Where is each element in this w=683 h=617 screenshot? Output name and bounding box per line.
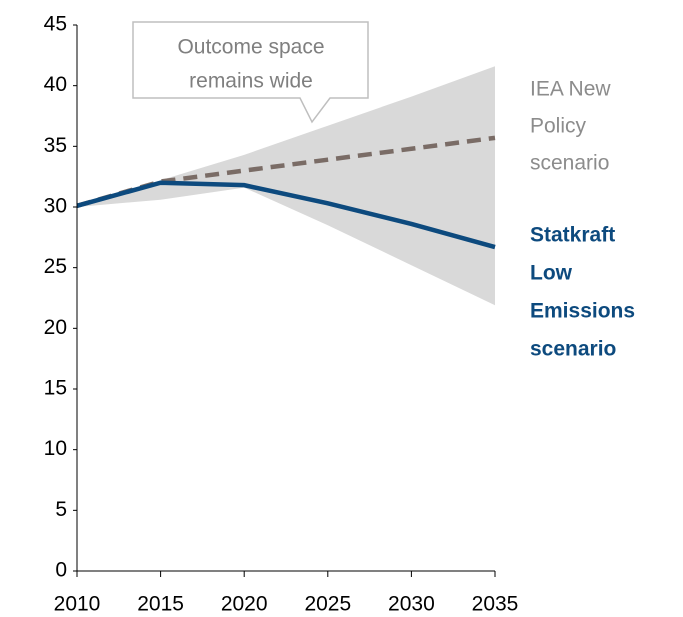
series-label: Statkraft [530,224,615,247]
range-band [77,66,495,306]
annotation-line: remains wide [189,70,313,93]
y-tick-label: 0 [55,559,67,582]
annotation-line: Outcome space [177,36,324,59]
series-label: Low [530,262,573,285]
y-tick-label: 35 [44,134,67,157]
y-tick-label: 15 [44,377,67,400]
x-tick-label: 2035 [472,593,519,616]
y-tick-label: 5 [55,498,67,521]
series-label: scenario [530,338,616,361]
x-tick-label: 2020 [221,593,268,616]
annotation-box: Outcome space remains wide [132,21,369,124]
y-tick-label: 10 [44,437,67,460]
y-tick-label: 20 [44,316,67,339]
series-line [76,180,496,250]
series-label: Emissions [530,300,635,323]
y-tick-label: 40 [44,73,67,96]
y-tick-label: 45 [44,13,67,36]
y-tick-label: 30 [44,195,67,218]
x-tick-label: 2030 [388,593,435,616]
callout-shape [132,21,369,124]
series-label: Policy [530,115,587,138]
series-label: IEA New [530,78,611,101]
x-tick-label: 2015 [137,593,184,616]
series-label: scenario [530,152,609,175]
x-tick-label: 2010 [54,593,101,616]
x-tick-label: 2025 [304,593,351,616]
y-tick-label: 25 [44,255,67,278]
